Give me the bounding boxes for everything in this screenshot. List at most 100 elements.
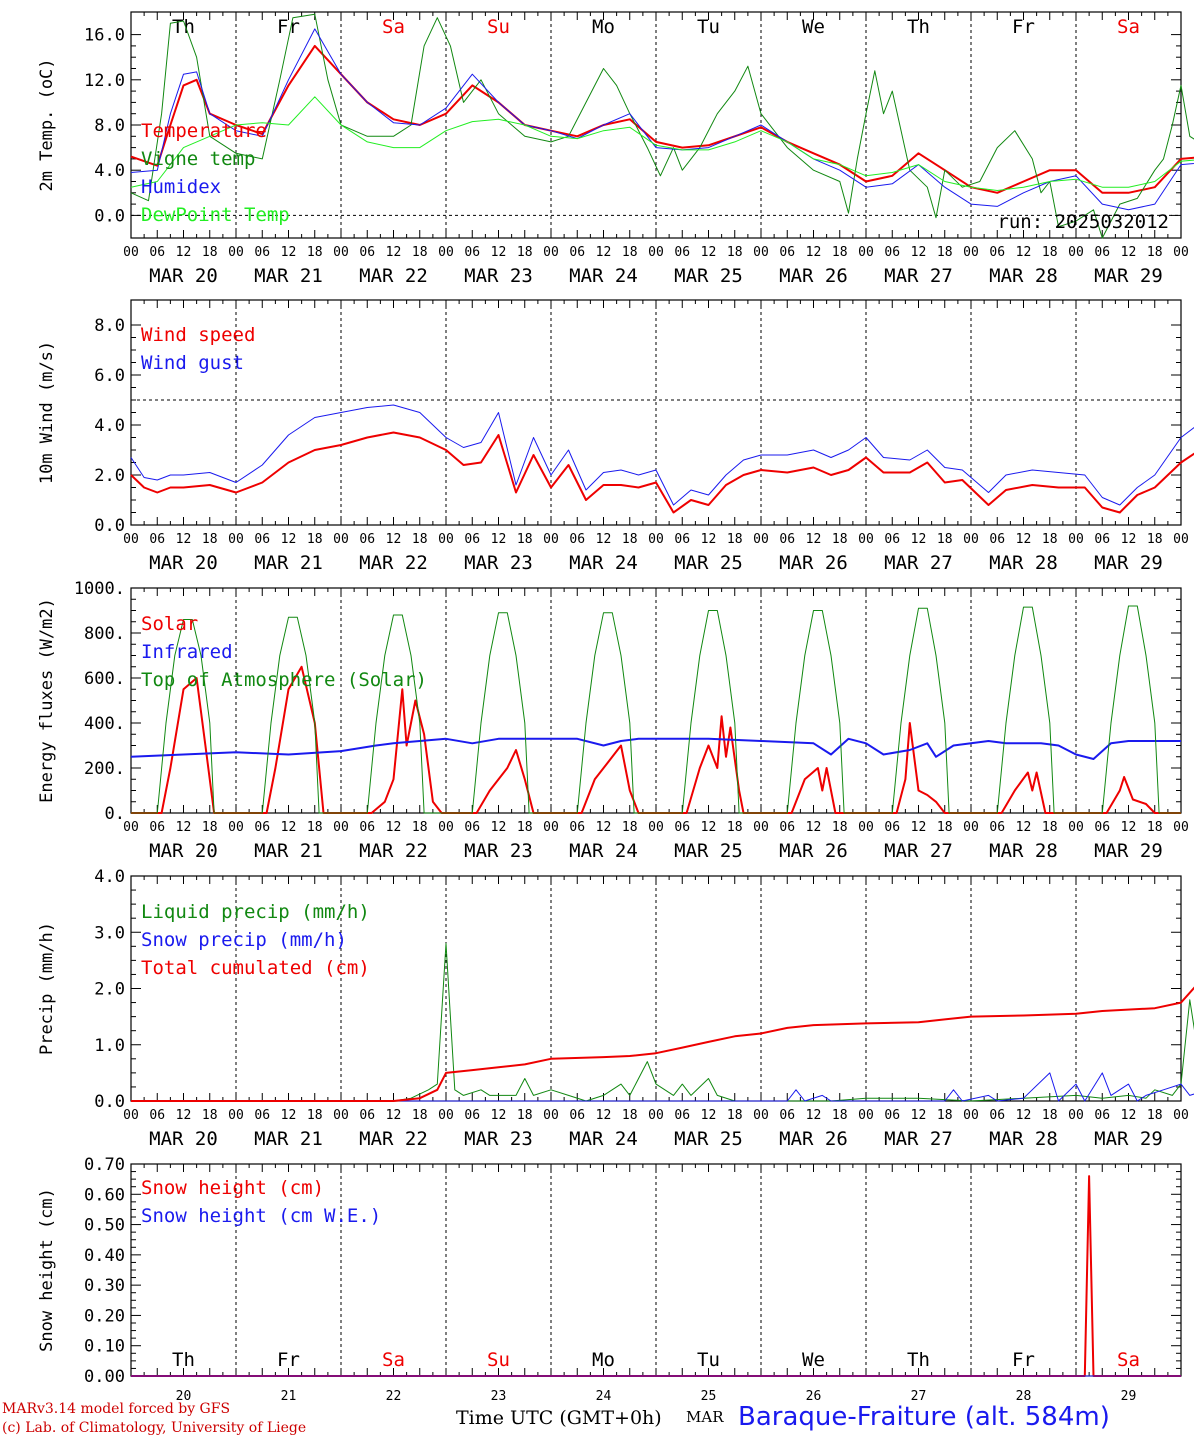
- hour-tick-label: 12: [1121, 1108, 1137, 1123]
- hour-tick-label: 12: [281, 1108, 297, 1123]
- hour-tick-label: 00: [963, 245, 979, 260]
- hour-tick-label: 00: [543, 532, 559, 547]
- weekday-label: Th: [907, 16, 930, 38]
- hour-tick-label: 12: [491, 532, 507, 547]
- legend-entry: Snow height (cm W.E.): [141, 1205, 381, 1227]
- hour-tick-label: 06: [464, 245, 480, 260]
- hour-tick-label: 12: [176, 1108, 192, 1123]
- hour-tick-label: 00: [963, 820, 979, 835]
- hour-tick-label: 00: [753, 1108, 769, 1123]
- date-label: MAR 25: [674, 1128, 743, 1150]
- hour-tick-label: 18: [1147, 245, 1163, 260]
- date-label: MAR 20: [149, 265, 218, 287]
- hour-tick-label: 06: [989, 1108, 1005, 1123]
- hour-tick-label: 00: [228, 1108, 244, 1123]
- y-tick-label: 12.0: [84, 71, 125, 91]
- series-line-snow-precip-mm-h: [131, 1072, 1194, 1102]
- hour-tick-label: 06: [1094, 532, 1110, 547]
- hour-tick-label: 12: [176, 532, 192, 547]
- hour-tick-label: 00: [858, 820, 874, 835]
- y-tick-label: 1.0: [94, 1036, 125, 1056]
- day-number-label: 23: [491, 1389, 507, 1404]
- hour-tick-label: 18: [307, 1108, 323, 1123]
- series-line-infrared: [130, 737, 1181, 760]
- hour-tick-label: 12: [1016, 820, 1032, 835]
- hour-tick-label: 18: [202, 245, 218, 260]
- legend-entry: Wind speed: [141, 324, 255, 346]
- chart-panel-3: 0. 200. 400. 600. 800. 1000. Energy fluxes (W/…: [37, 579, 1189, 862]
- date-label: MAR 26: [779, 265, 848, 287]
- hour-tick-label: 06: [989, 820, 1005, 835]
- hour-tick-label: 06: [464, 532, 480, 547]
- hour-tick-label: 00: [333, 245, 349, 260]
- hour-tick-label: 00: [648, 245, 664, 260]
- hour-tick-label: 06: [359, 1108, 375, 1123]
- hour-tick-label: 00: [333, 532, 349, 547]
- date-label: MAR 27: [884, 840, 953, 862]
- date-label: MAR 23: [464, 265, 533, 287]
- hour-tick-label: 18: [202, 1108, 218, 1123]
- y-tick-label: 1000.: [74, 579, 125, 599]
- hour-tick-label: 18: [517, 245, 533, 260]
- legend-entry: Humidex: [141, 176, 221, 198]
- hour-tick-label: 18: [622, 820, 638, 835]
- hour-tick-label: 12: [491, 820, 507, 835]
- hour-tick-label: 06: [464, 820, 480, 835]
- weekday-label: Sa: [382, 16, 405, 38]
- hour-tick-label: 18: [727, 1108, 743, 1123]
- y-axis-label: Energy fluxes (W/m2): [37, 598, 57, 803]
- hour-tick-label: 18: [937, 820, 953, 835]
- hour-tick-label: 12: [1121, 245, 1137, 260]
- hour-tick-label: 00: [753, 245, 769, 260]
- hour-tick-label: 18: [1042, 820, 1058, 835]
- hour-tick-label: 06: [359, 820, 375, 835]
- hour-tick-label: 18: [517, 1108, 533, 1123]
- weekday-label: Tu: [697, 1349, 720, 1371]
- date-label: MAR 28: [989, 265, 1058, 287]
- model-credit: MARv3.14 model forced by GFS: [2, 1401, 231, 1417]
- hour-tick-label: 06: [779, 1108, 795, 1123]
- legend-entry: Snow height (cm): [141, 1177, 324, 1199]
- legend-entry: Solar: [141, 613, 198, 635]
- hour-tick-label: 18: [937, 532, 953, 547]
- hour-tick-label: 12: [281, 245, 297, 260]
- hour-tick-label: 18: [202, 820, 218, 835]
- series-line-total-cumulated-cm: [131, 986, 1194, 1102]
- legend-entry: Snow precip (mm/h): [141, 929, 347, 951]
- hour-tick-label: 06: [989, 245, 1005, 260]
- weekday-label: We: [802, 16, 825, 38]
- hour-tick-label: 18: [1042, 245, 1058, 260]
- y-tick-label: 0.30: [84, 1276, 125, 1296]
- date-label: MAR 27: [884, 1128, 953, 1150]
- hour-tick-label: 06: [149, 532, 165, 547]
- hour-tick-label: 00: [1173, 1108, 1189, 1123]
- date-label: MAR 25: [674, 840, 743, 862]
- y-axis-label: 2m Temp. (oC): [37, 58, 57, 191]
- hour-tick-label: 00: [228, 245, 244, 260]
- hour-tick-label: 12: [596, 245, 612, 260]
- hour-tick-label: 18: [1147, 1108, 1163, 1123]
- hour-tick-label: 18: [727, 532, 743, 547]
- hour-tick-label: 18: [937, 245, 953, 260]
- hour-tick-label: 12: [386, 532, 402, 547]
- hour-tick-label: 18: [1147, 820, 1163, 835]
- series-line-wind-gust: [130, 404, 1194, 506]
- hour-tick-label: 00: [438, 1108, 454, 1123]
- hour-tick-label: 12: [806, 820, 822, 835]
- weekday-label: We: [802, 1349, 825, 1371]
- chart-panel-1: 0.0 4.0 8.0 12.0 16.0 2m Temp. (oC) 00 06 12 18 MA…: [37, 11, 1194, 287]
- hour-tick-label: 06: [569, 1108, 585, 1123]
- hour-tick-label: 00: [753, 820, 769, 835]
- hour-tick-label: 12: [596, 820, 612, 835]
- hour-tick-label: 18: [1042, 1108, 1058, 1123]
- hour-tick-label: 06: [674, 532, 690, 547]
- date-label: MAR 29: [1094, 265, 1163, 287]
- y-tick-label: 4.0: [94, 416, 125, 436]
- date-label: MAR 21: [254, 265, 323, 287]
- chart-panel-2: 0.0 2.0 4.0 6.0 8.0 10m Wind (m/s) 00 06 12 18 MAR…: [37, 299, 1194, 574]
- hour-tick-label: 12: [806, 1108, 822, 1123]
- weekday-label: Fr: [277, 1349, 300, 1371]
- hour-tick-label: 00: [1068, 1108, 1084, 1123]
- hour-tick-label: 18: [412, 820, 428, 835]
- hour-tick-label: 00: [123, 532, 139, 547]
